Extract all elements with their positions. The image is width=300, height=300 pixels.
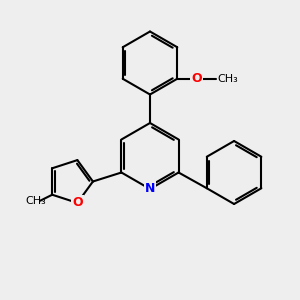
Text: O: O [191, 72, 202, 85]
Text: CH₃: CH₃ [218, 74, 238, 84]
Text: N: N [145, 182, 155, 196]
Text: O: O [72, 196, 83, 209]
Text: CH₃: CH₃ [25, 196, 46, 206]
